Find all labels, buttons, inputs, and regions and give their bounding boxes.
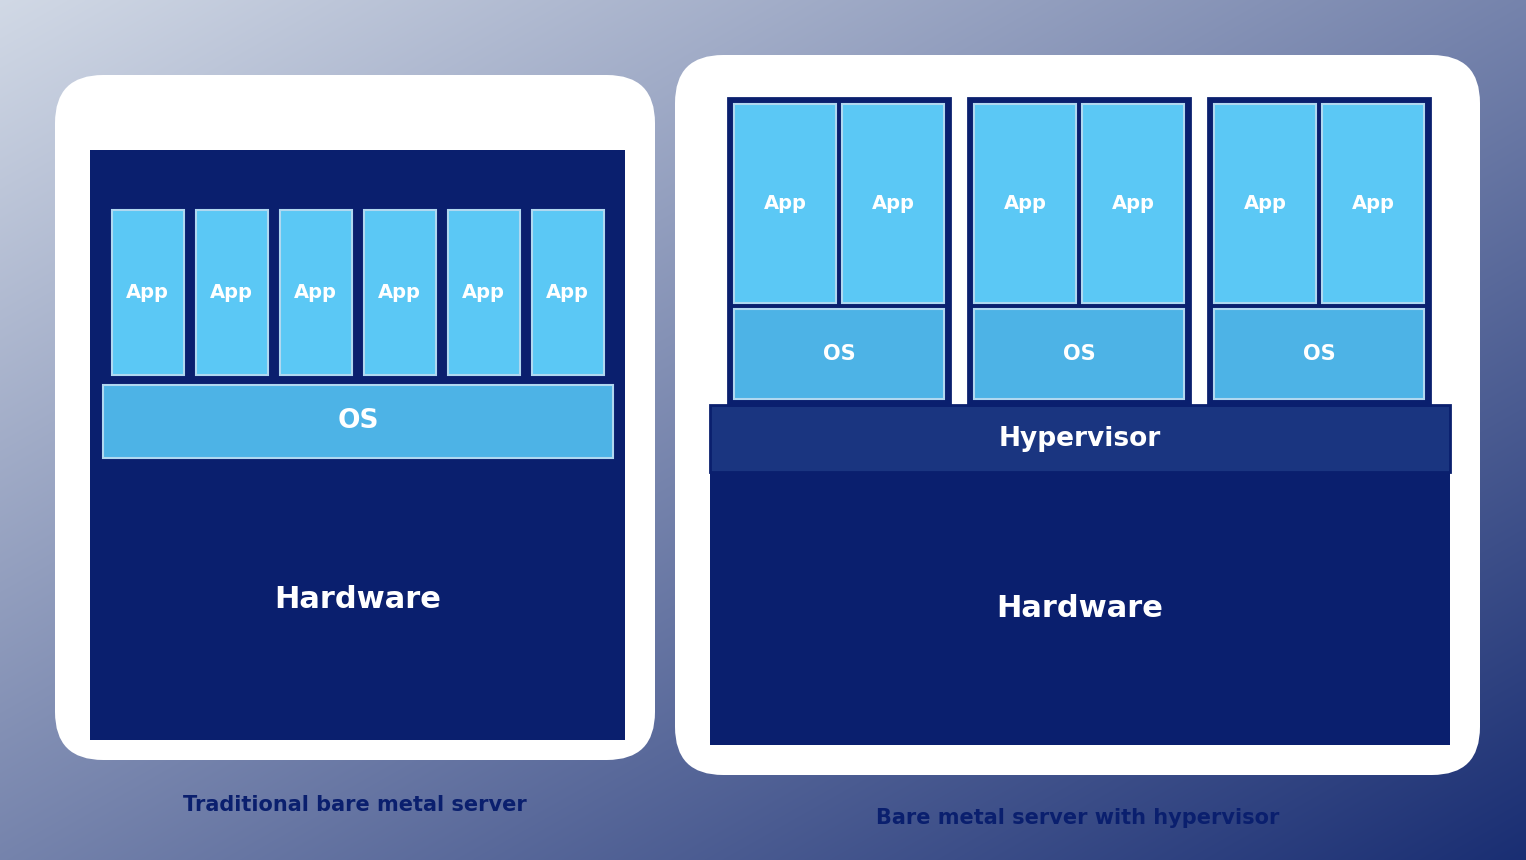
Bar (90, 460, 626, 740)
Bar (1082, 104, 1184, 303)
Bar (279, 210, 351, 375)
Text: Hardware: Hardware (996, 594, 1163, 623)
Bar (102, 385, 613, 458)
Bar (363, 210, 435, 375)
Bar (1209, 98, 1430, 405)
Text: OS: OS (823, 344, 855, 364)
Text: OS: OS (1303, 344, 1335, 364)
Bar (710, 472, 1450, 745)
Text: App: App (295, 283, 337, 302)
Text: Hypervisor: Hypervisor (1000, 426, 1161, 452)
Text: App: App (127, 283, 169, 302)
Bar (842, 104, 945, 303)
Bar (974, 104, 1076, 303)
Bar (111, 210, 183, 375)
Text: App: App (1111, 194, 1155, 213)
Text: OS: OS (1062, 344, 1096, 364)
Bar (195, 210, 267, 375)
Text: App: App (763, 194, 806, 213)
Bar (1215, 104, 1315, 303)
Bar (728, 98, 951, 405)
Text: Hardware: Hardware (275, 586, 441, 615)
FancyBboxPatch shape (674, 55, 1480, 775)
Text: App: App (1352, 194, 1395, 213)
Bar (531, 210, 603, 375)
Text: App: App (871, 194, 914, 213)
Text: App: App (378, 283, 421, 302)
Text: App: App (211, 283, 253, 302)
Bar (1215, 309, 1424, 399)
Bar (710, 405, 1450, 472)
Text: Traditional bare metal server: Traditional bare metal server (183, 795, 526, 815)
Text: Bare metal server with hypervisor: Bare metal server with hypervisor (876, 808, 1279, 828)
Text: App: App (546, 283, 589, 302)
Text: App: App (1004, 194, 1047, 213)
Text: OS: OS (337, 408, 378, 434)
Bar (447, 210, 519, 375)
Bar (90, 150, 626, 465)
Bar (974, 309, 1184, 399)
Text: App: App (1244, 194, 1286, 213)
Bar (967, 98, 1190, 405)
Bar (734, 104, 836, 303)
Text: App: App (462, 283, 505, 302)
Bar (734, 309, 945, 399)
FancyBboxPatch shape (55, 75, 655, 760)
Bar (1322, 104, 1424, 303)
